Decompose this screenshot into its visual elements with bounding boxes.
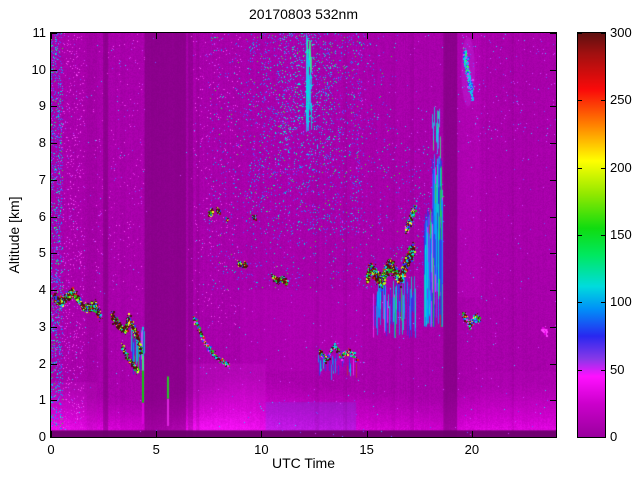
colorbar-tick bbox=[578, 235, 582, 236]
x-tick bbox=[156, 33, 158, 39]
y-tick bbox=[550, 437, 556, 438]
y-tick-label: 0 bbox=[38, 429, 46, 444]
y-tick bbox=[51, 33, 57, 34]
colorbar-tick bbox=[578, 437, 582, 438]
y-tick bbox=[51, 69, 57, 71]
y-tick bbox=[51, 143, 57, 145]
colorbar-tick bbox=[578, 100, 582, 102]
y-tick bbox=[51, 437, 57, 438]
heatmap-canvas bbox=[51, 33, 556, 437]
y-tick bbox=[550, 33, 556, 34]
x-tick bbox=[156, 431, 158, 437]
y-tick bbox=[550, 363, 556, 365]
plot-frame bbox=[50, 32, 557, 438]
colorbar-tick bbox=[578, 167, 582, 169]
y-tick bbox=[51, 216, 57, 218]
x-tick bbox=[261, 431, 263, 437]
y-tick-label: 1 bbox=[38, 392, 46, 408]
colorbar bbox=[577, 32, 606, 438]
y-tick-label: 2 bbox=[38, 355, 46, 371]
colorbar-tick bbox=[601, 167, 605, 169]
y-tick bbox=[550, 400, 556, 402]
y-tick-label: 11 bbox=[32, 25, 47, 40]
colorbar-tick bbox=[601, 302, 605, 304]
x-axis-label: UTC Time bbox=[272, 455, 335, 471]
colorbar-tick bbox=[578, 33, 582, 34]
colorbar-tick-label: 250 bbox=[610, 92, 632, 108]
y-tick bbox=[51, 179, 57, 181]
colorbar-tick-label: 150 bbox=[610, 227, 632, 242]
y-tick bbox=[51, 290, 57, 292]
y-tick-label: 4 bbox=[38, 282, 46, 298]
y-tick bbox=[51, 400, 57, 402]
x-tick-label: 10 bbox=[254, 442, 269, 457]
y-tick-label: 10 bbox=[31, 61, 46, 77]
colorbar-tick-label: 0 bbox=[610, 429, 618, 444]
y-tick bbox=[550, 69, 556, 71]
y-tick-label: 7 bbox=[38, 171, 46, 187]
y-tick bbox=[51, 253, 57, 255]
colorbar-tick bbox=[578, 302, 582, 304]
colorbar-tick bbox=[601, 33, 605, 34]
y-tick-label: 3 bbox=[38, 318, 46, 334]
x-tick bbox=[261, 33, 263, 39]
colorbar-tick bbox=[601, 100, 605, 102]
y-tick bbox=[51, 106, 57, 108]
y-tick-label: 6 bbox=[38, 208, 46, 224]
y-tick bbox=[550, 326, 556, 328]
colorbar-tick bbox=[601, 235, 605, 236]
x-tick bbox=[471, 431, 473, 437]
colorbar-tick bbox=[578, 369, 582, 371]
colorbar-tick bbox=[601, 437, 605, 438]
y-tick bbox=[550, 253, 556, 255]
y-tick bbox=[51, 363, 57, 365]
colorbar-tick-label: 200 bbox=[610, 159, 632, 175]
y-tick-label: 5 bbox=[38, 245, 46, 261]
x-tick bbox=[51, 431, 52, 437]
x-tick-label: 15 bbox=[359, 442, 374, 457]
colorbar-tick bbox=[601, 369, 605, 371]
colorbar-tick-label: 50 bbox=[610, 361, 625, 377]
x-tick-label: 0 bbox=[47, 442, 55, 457]
x-tick bbox=[471, 33, 473, 39]
x-tick-label: 5 bbox=[152, 442, 160, 457]
x-tick-label: 20 bbox=[464, 442, 480, 457]
colorbar-tick-label: 300 bbox=[610, 25, 632, 40]
x-tick bbox=[51, 33, 52, 39]
x-tick bbox=[366, 431, 368, 437]
y-tick bbox=[550, 143, 556, 145]
x-tick bbox=[366, 33, 368, 39]
y-tick bbox=[550, 106, 556, 108]
colorbar-tick-label: 100 bbox=[610, 294, 632, 310]
y-tick bbox=[51, 326, 57, 328]
colorbar-gradient bbox=[578, 33, 605, 437]
y-tick bbox=[550, 290, 556, 292]
y-tick bbox=[550, 216, 556, 218]
chart-title: 20170803 532nm bbox=[249, 6, 358, 22]
y-tick-label: 9 bbox=[38, 98, 46, 114]
y-tick bbox=[550, 179, 556, 181]
y-tick-label: 8 bbox=[38, 135, 46, 151]
